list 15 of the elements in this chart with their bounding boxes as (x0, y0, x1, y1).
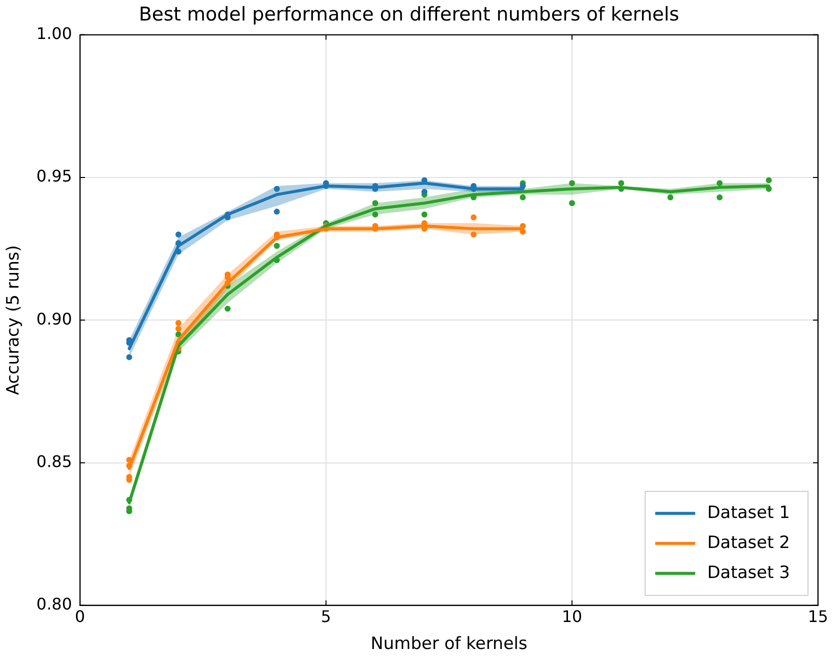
legend-label: Dataset 2 (707, 532, 790, 553)
y-tick-label: 0.90 (36, 309, 72, 328)
legend-label: Dataset 3 (707, 562, 790, 583)
x-tick-label: 15 (808, 607, 828, 626)
x-tick-label: 10 (562, 607, 582, 626)
x-axis-title: Number of kernels (370, 634, 528, 654)
chart-title: Best model performance on different numbers of kernels (138, 3, 680, 26)
y-tick-label: 0.95 (36, 166, 72, 186)
legend-label: Dataset 1 (707, 502, 790, 523)
x-tick-label: 0 (74, 607, 86, 626)
y-tick-label: 0.80 (36, 594, 72, 614)
y-tick-label: 1.00 (36, 24, 72, 43)
y-axis-title: Accuracy (5 runs) (4, 245, 24, 396)
x-tick-label: 5 (320, 607, 332, 626)
y-tick-label: 0.85 (36, 452, 72, 471)
